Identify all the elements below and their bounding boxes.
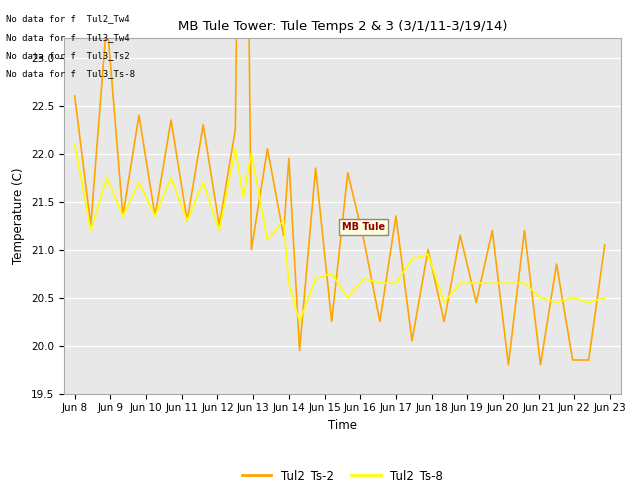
Tul2_Ts-2 — [87, 223, 95, 228]
Tul2_Ts-2 — [472, 300, 480, 305]
Title: MB Tule Tower: Tule Temps 2 & 3 (3/1/11-3/19/14): MB Tule Tower: Tule Temps 2 & 3 (3/1/11-… — [178, 20, 507, 33]
Tul2_Ts-2 — [344, 170, 351, 176]
Tul2_Ts-8 — [239, 194, 247, 200]
Tul2_Ts-2 — [424, 247, 432, 252]
Tul2_Ts-2 — [285, 156, 292, 161]
Tul2_Ts-8 — [285, 280, 292, 286]
Tul2_Ts-8 — [376, 280, 384, 286]
Tul2_Ts-2 — [392, 213, 400, 219]
Tul2_Ts-8 — [520, 280, 528, 286]
Tul2_Ts-8 — [360, 276, 367, 281]
Tul2_Ts-2 — [376, 319, 384, 324]
Tul2_Ts-2 — [151, 213, 159, 219]
Tul2_Ts-2 — [135, 112, 143, 118]
Tul2_Ts-2 — [328, 319, 335, 324]
Tul2_Ts-8 — [199, 180, 207, 185]
Tul2_Ts-8 — [585, 300, 593, 305]
Tul2_Ts-8 — [424, 252, 432, 257]
Tul2_Ts-2 — [296, 348, 303, 353]
Tul2_Ts-2 — [456, 232, 464, 238]
Tul2_Ts-2 — [520, 228, 528, 233]
Tul2_Ts-2 — [488, 228, 496, 233]
Text: No data for f  Tul3_Tw4: No data for f Tul3_Tw4 — [6, 33, 130, 42]
Tul2_Ts-8 — [71, 141, 79, 147]
Tul2_Ts-2 — [585, 357, 593, 363]
Tul2_Ts-2 — [408, 338, 416, 344]
Legend: Tul2_Ts-2, Tul2_Ts-8: Tul2_Ts-2, Tul2_Ts-8 — [237, 465, 448, 480]
Tul2_Ts-8 — [392, 280, 400, 286]
Tul2_Ts-8 — [328, 271, 335, 276]
Tul2_Ts-2 — [216, 223, 223, 228]
Line: Tul2_Ts-2: Tul2_Ts-2 — [75, 0, 605, 365]
Tul2_Ts-8 — [264, 237, 271, 243]
X-axis label: Time: Time — [328, 419, 357, 432]
Text: MB Tule: MB Tule — [342, 222, 385, 232]
Tul2_Ts-2 — [440, 319, 448, 324]
Tul2_Ts-2 — [183, 218, 191, 224]
Text: No data for f  Tul3_Ts2: No data for f Tul3_Ts2 — [6, 51, 130, 60]
Tul2_Ts-8 — [119, 213, 127, 219]
Text: No data for f  Tul3_Ts-8: No data for f Tul3_Ts-8 — [6, 69, 136, 78]
Tul2_Ts-8 — [440, 300, 448, 305]
Tul2_Ts-2 — [71, 93, 79, 99]
Tul2_Ts-8 — [280, 218, 287, 224]
Tul2_Ts-2 — [553, 261, 561, 267]
Tul2_Ts-8 — [344, 295, 351, 300]
Tul2_Ts-8 — [87, 228, 95, 233]
Line: Tul2_Ts-8: Tul2_Ts-8 — [75, 144, 605, 322]
Tul2_Ts-2 — [103, 16, 111, 22]
Tul2_Ts-8 — [296, 319, 303, 324]
Tul2_Ts-2 — [264, 146, 271, 152]
Tul2_Ts-2 — [280, 232, 287, 238]
Tul2_Ts-8 — [601, 295, 609, 300]
Tul2_Ts-2 — [167, 117, 175, 123]
Tul2_Ts-8 — [167, 175, 175, 180]
Tul2_Ts-8 — [553, 300, 561, 305]
Tul2_Ts-8 — [248, 151, 255, 156]
Tul2_Ts-8 — [408, 256, 416, 262]
Tul2_Ts-2 — [601, 242, 609, 248]
Tul2_Ts-8 — [151, 213, 159, 219]
Tul2_Ts-8 — [472, 280, 480, 286]
Tul2_Ts-8 — [456, 280, 464, 286]
Y-axis label: Temperature (C): Temperature (C) — [12, 168, 26, 264]
Tul2_Ts-2 — [199, 122, 207, 128]
Tul2_Ts-8 — [135, 180, 143, 185]
Tul2_Ts-2 — [360, 237, 367, 243]
Tul2_Ts-2 — [537, 362, 545, 368]
Tul2_Ts-8 — [569, 295, 577, 300]
Tul2_Ts-2 — [248, 247, 255, 252]
Tul2_Ts-2 — [504, 362, 512, 368]
Tul2_Ts-2 — [232, 127, 239, 132]
Tul2_Ts-2 — [119, 213, 127, 219]
Tul2_Ts-8 — [504, 280, 512, 286]
Tul2_Ts-8 — [537, 295, 545, 300]
Tul2_Ts-8 — [488, 280, 496, 286]
Tul2_Ts-8 — [103, 175, 111, 180]
Tul2_Ts-8 — [232, 146, 239, 152]
Tul2_Ts-2 — [569, 357, 577, 363]
Tul2_Ts-8 — [312, 276, 319, 281]
Tul2_Ts-2 — [312, 165, 319, 171]
Tul2_Ts-8 — [183, 218, 191, 224]
Tul2_Ts-8 — [216, 228, 223, 233]
Text: No data for f  Tul2_Tw4: No data for f Tul2_Tw4 — [6, 14, 130, 24]
